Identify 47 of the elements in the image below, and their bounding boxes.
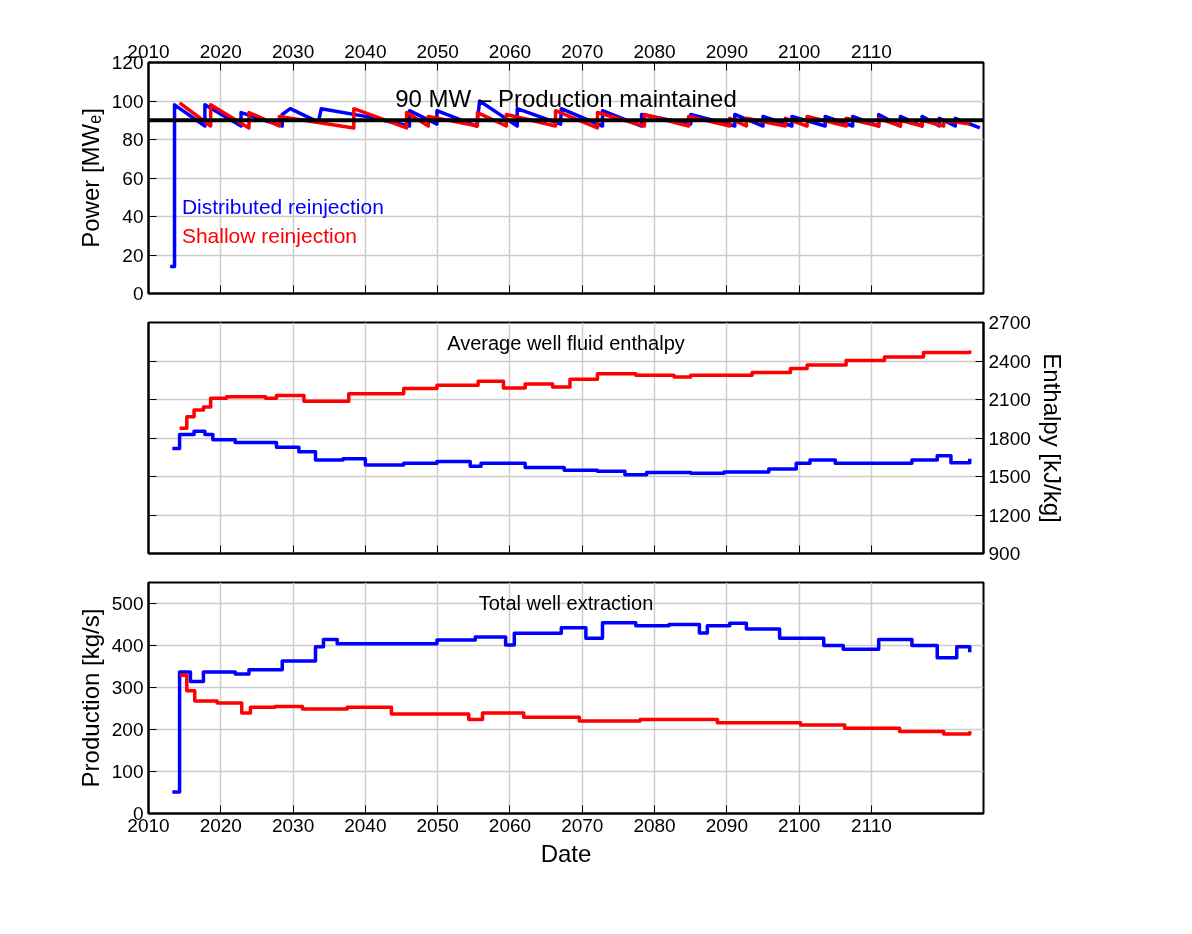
x2-tick-label: 2040 — [344, 40, 387, 62]
y-tick-label: 300 — [111, 677, 144, 698]
x2-tick-label: 2030 — [271, 40, 315, 62]
y2-tick-label: 1200 — [988, 504, 1031, 526]
x-tick-label: 2030 — [271, 814, 315, 836]
y2-tick-label: 900 — [988, 543, 1021, 564]
x2-tick-label: 2020 — [199, 40, 242, 62]
y-tick-label: 20 — [122, 244, 144, 266]
x-tick-label: 2110 — [851, 814, 892, 836]
x2-tick-label: 2080 — [633, 40, 676, 62]
y-axis-title: Production [kg/s] — [76, 608, 104, 788]
x-tick-label: 2090 — [705, 814, 748, 836]
x-tick-label: 2050 — [416, 814, 459, 836]
x2-tick-label: 2100 — [778, 40, 821, 62]
x2-tick-label: 2060 — [488, 40, 532, 62]
series-label: Distributed reinjection — [181, 195, 384, 219]
x-tick-label: 2040 — [344, 814, 387, 836]
text: Shallow reinjection — [181, 224, 358, 248]
x-axis-title: Date — [540, 839, 592, 867]
x2-tick-label: 2070 — [561, 40, 604, 62]
x-tick-label: 2020 — [199, 814, 242, 836]
y-tick-label: 500 — [111, 593, 144, 614]
y2-tick-label: 2100 — [988, 389, 1031, 410]
x-tick-label: 2100 — [778, 814, 821, 836]
y-tick-label: 100 — [111, 761, 144, 782]
y-tick-label: 40 — [122, 206, 144, 227]
y2-tick-label: 2400 — [988, 350, 1031, 372]
y-tick-label: 400 — [111, 635, 144, 656]
y-axis-title: Power [MWₑ] — [76, 108, 104, 248]
x2-tick-label: 2090 — [705, 40, 748, 62]
x-tick-label: 2070 — [561, 814, 604, 836]
y-tick-label: 80 — [122, 129, 144, 150]
y-tick-label: 200 — [111, 719, 144, 740]
text: Total well extraction — [478, 592, 654, 615]
x-tick-label: 2080 — [633, 814, 676, 836]
y-tick-label: 100 — [111, 90, 144, 112]
x2-tick-label: 2110 — [851, 40, 892, 62]
x-tick-label: 2060 — [488, 814, 532, 836]
y-tick-label: 60 — [122, 167, 144, 189]
y2-tick-label: 1500 — [988, 466, 1031, 487]
y2-axis-title: Enthalpy [kJ/kg] — [1038, 353, 1066, 523]
text: Average well fluid enthalpy — [447, 332, 685, 355]
x2-tick-label: 2050 — [416, 40, 459, 62]
y-tick-label: 0 — [132, 283, 144, 304]
ref-line-label: 90 MW – Production maintained — [395, 85, 737, 113]
y2-tick-label: 1800 — [988, 427, 1031, 449]
y2-tick-label: 2700 — [988, 312, 1031, 333]
